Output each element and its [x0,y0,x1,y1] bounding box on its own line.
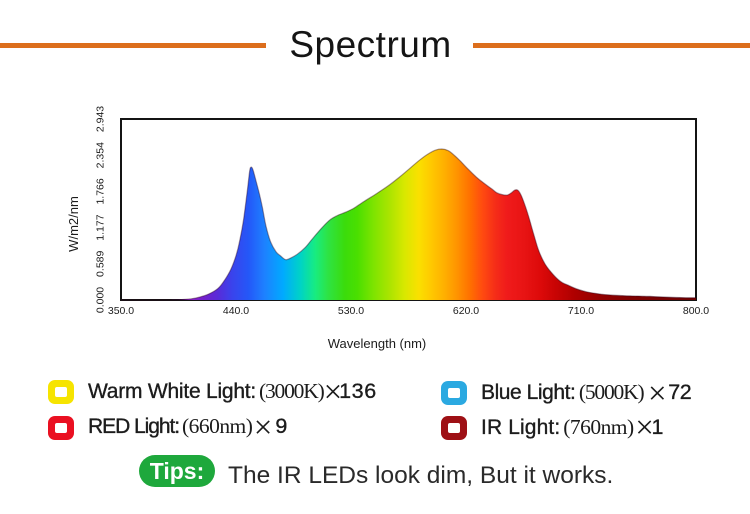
svg-text:2.943: 2.943 [95,106,107,132]
svg-text:2.354: 2.354 [95,142,107,168]
svg-text:800.0: 800.0 [683,305,709,317]
svg-text:0.000: 0.000 [95,287,107,313]
svg-text:710.0: 710.0 [568,305,594,317]
svg-text:0.589: 0.589 [95,251,107,277]
svg-text:350.0: 350.0 [108,305,134,317]
svg-text:440.0: 440.0 [223,305,249,317]
svg-text:620.0: 620.0 [453,305,479,317]
svg-text:W/m2/nm: W/m2/nm [66,196,81,252]
svg-text:1.766: 1.766 [95,178,107,204]
svg-text:1.177: 1.177 [95,214,107,240]
svg-text:530.0: 530.0 [338,305,364,317]
svg-text:Wavelength (nm): Wavelength (nm) [328,336,427,351]
